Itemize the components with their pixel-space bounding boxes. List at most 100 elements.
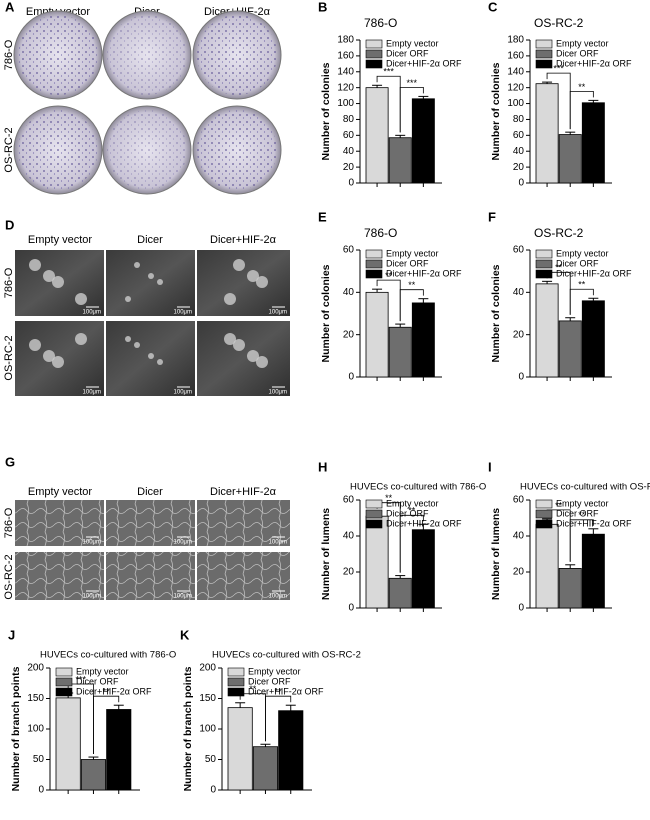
- legend-label: Empty vector: [556, 38, 609, 48]
- scale-bar-label: 100μm: [174, 390, 192, 396]
- y-axis-label: Number of colonies: [320, 264, 332, 362]
- spheroid: [43, 350, 55, 362]
- chart-title: HUVECs co-cultured with 786-O: [40, 650, 176, 661]
- y-tick-label: 80: [343, 114, 355, 125]
- legend-swatch: [535, 39, 553, 49]
- column-label: Empty vector: [28, 234, 93, 246]
- colony-dots: [18, 15, 98, 95]
- legend-label: Dicer+HIF-2α ORF: [556, 268, 632, 278]
- panel-letter: K: [180, 627, 190, 642]
- spheroid: [125, 336, 131, 342]
- legend-swatch: [55, 667, 73, 677]
- spheroid: [148, 353, 154, 359]
- legend-swatch: [55, 687, 73, 697]
- scale-bar-label: 100μm: [269, 594, 287, 600]
- y-tick-label: 20: [513, 567, 525, 578]
- bar: [535, 283, 559, 378]
- legend-label: Empty vector: [556, 248, 609, 258]
- micrograph: [197, 500, 290, 546]
- y-tick-label: 160: [507, 51, 524, 62]
- y-tick-label: 140: [507, 66, 524, 77]
- y-tick-label: 60: [343, 495, 355, 506]
- significance-label: **: [578, 510, 586, 520]
- bar: [558, 568, 582, 609]
- legend-label: Dicer+HIF-2α ORF: [386, 268, 462, 278]
- bar: [411, 529, 435, 609]
- bar: [227, 707, 253, 791]
- legend-label: Empty vector: [76, 666, 129, 676]
- bar: [388, 577, 412, 609]
- bar: [581, 533, 605, 609]
- legend-swatch: [227, 667, 245, 677]
- spheroid: [157, 359, 163, 365]
- legend-swatch: [535, 249, 553, 259]
- spheroid: [43, 270, 55, 282]
- y-tick-label: 0: [348, 178, 354, 189]
- significance-label: **: [275, 687, 283, 697]
- legend-label: Dicer+HIF-2α ORF: [386, 518, 462, 528]
- y-tick-label: 20: [513, 162, 525, 173]
- y-tick-label: 50: [33, 754, 45, 765]
- column-label: Dicer: [137, 486, 163, 498]
- panel-letter: H: [318, 459, 327, 474]
- spheroid: [29, 259, 41, 271]
- micrograph: [197, 250, 290, 316]
- y-axis-label: Number of colonies: [490, 62, 502, 160]
- row-label: OS-RC-2: [3, 335, 15, 380]
- spheroid: [29, 339, 41, 351]
- panel-letter: J: [8, 627, 15, 642]
- legend-label: Dicer ORF: [556, 258, 599, 268]
- legend-swatch: [535, 59, 553, 69]
- bar: [388, 326, 412, 378]
- panel-letter: G: [5, 454, 15, 469]
- bar: [411, 98, 435, 184]
- significance-bracket: [399, 514, 424, 573]
- significance-bracket: [399, 87, 424, 133]
- legend-swatch: [365, 39, 383, 49]
- panel-letter: I: [488, 459, 492, 474]
- significance-bracket: [569, 90, 594, 130]
- bar: [388, 137, 412, 184]
- y-tick-label: 60: [513, 130, 525, 141]
- spheroid: [247, 350, 259, 362]
- micrograph: [106, 250, 195, 316]
- y-axis-label: Number of branch points: [10, 666, 22, 791]
- spheroid: [247, 270, 259, 282]
- y-tick-label: 150: [199, 693, 216, 704]
- y-tick-label: 20: [343, 329, 355, 340]
- scale-bar-label: 100μm: [269, 390, 287, 396]
- row-label: OS-RC-2: [3, 127, 15, 172]
- legend-label: Dicer+HIF-2α ORF: [556, 58, 632, 68]
- panel-letter: A: [5, 0, 15, 14]
- panel-letter: B: [318, 0, 327, 14]
- significance-label: **: [408, 280, 416, 290]
- significance-label: **: [408, 506, 416, 516]
- significance-label: **: [249, 684, 257, 694]
- y-tick-label: 150: [27, 693, 44, 704]
- spheroid: [256, 356, 268, 368]
- spheroid: [233, 339, 245, 351]
- chart-title: HUVECs co-cultured with OS-RC-2: [212, 650, 361, 661]
- column-label: Dicer+HIF-2α: [210, 234, 277, 246]
- panel-letter: D: [5, 217, 14, 232]
- significance-bracket: [569, 288, 594, 315]
- spheroid: [148, 273, 154, 279]
- significance-bracket: [93, 695, 120, 755]
- y-tick-label: 60: [343, 245, 355, 256]
- bar: [80, 759, 107, 791]
- significance-label: ***: [383, 67, 394, 77]
- y-axis-label: Number of lumens: [320, 508, 332, 600]
- y-tick-label: 60: [343, 130, 355, 141]
- y-tick-label: 120: [507, 82, 524, 93]
- bar: [106, 709, 132, 791]
- colony-dots: [107, 15, 187, 95]
- legend-swatch: [55, 677, 73, 687]
- spheroid: [256, 276, 268, 288]
- significance-bracket: [265, 695, 292, 742]
- y-tick-label: 40: [513, 146, 525, 157]
- legend-swatch: [227, 677, 245, 687]
- scale-bar-label: 100μm: [174, 594, 192, 600]
- legend-label: Dicer+HIF-2α ORF: [76, 686, 152, 696]
- significance-label: ***: [553, 63, 564, 73]
- legend-label: Dicer ORF: [76, 676, 119, 686]
